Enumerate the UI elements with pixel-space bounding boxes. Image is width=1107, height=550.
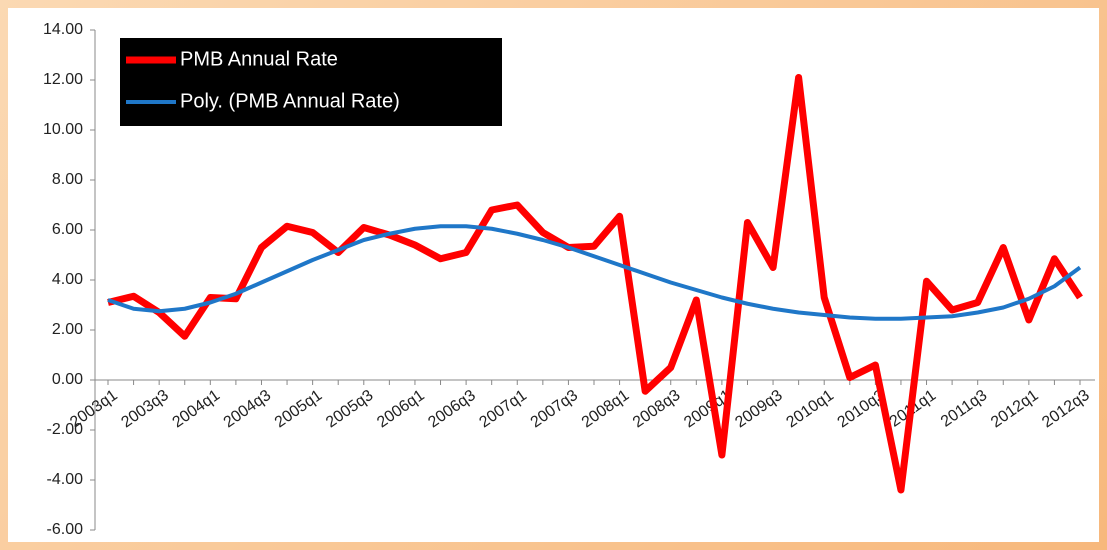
legend-label: Poly. (PMB Annual Rate) — [180, 90, 400, 112]
trend-line — [107, 224, 1082, 321]
legend: PMB Annual Rate Poly. (PMB Annual Rate) — [120, 38, 502, 126]
legend-label: PMB Annual Rate — [180, 48, 338, 70]
data-line — [107, 74, 1083, 494]
y-tick-label: -2.00 — [47, 421, 84, 438]
y-tick-label: 12.00 — [43, 71, 83, 88]
y-tick-label: -4.00 — [47, 471, 84, 488]
y-tick-label: 2.00 — [52, 321, 83, 338]
legend-box — [120, 38, 502, 126]
y-tick-label: -6.00 — [47, 521, 84, 538]
y-tick-label: 6.00 — [52, 221, 83, 238]
y-tick-label: 14.00 — [43, 21, 83, 38]
y-tick-label: 4.00 — [52, 271, 83, 288]
y-tick-label: 0.00 — [52, 371, 83, 388]
y-tick-label: 8.00 — [52, 171, 83, 188]
y-tick-label: 10.00 — [43, 121, 83, 138]
